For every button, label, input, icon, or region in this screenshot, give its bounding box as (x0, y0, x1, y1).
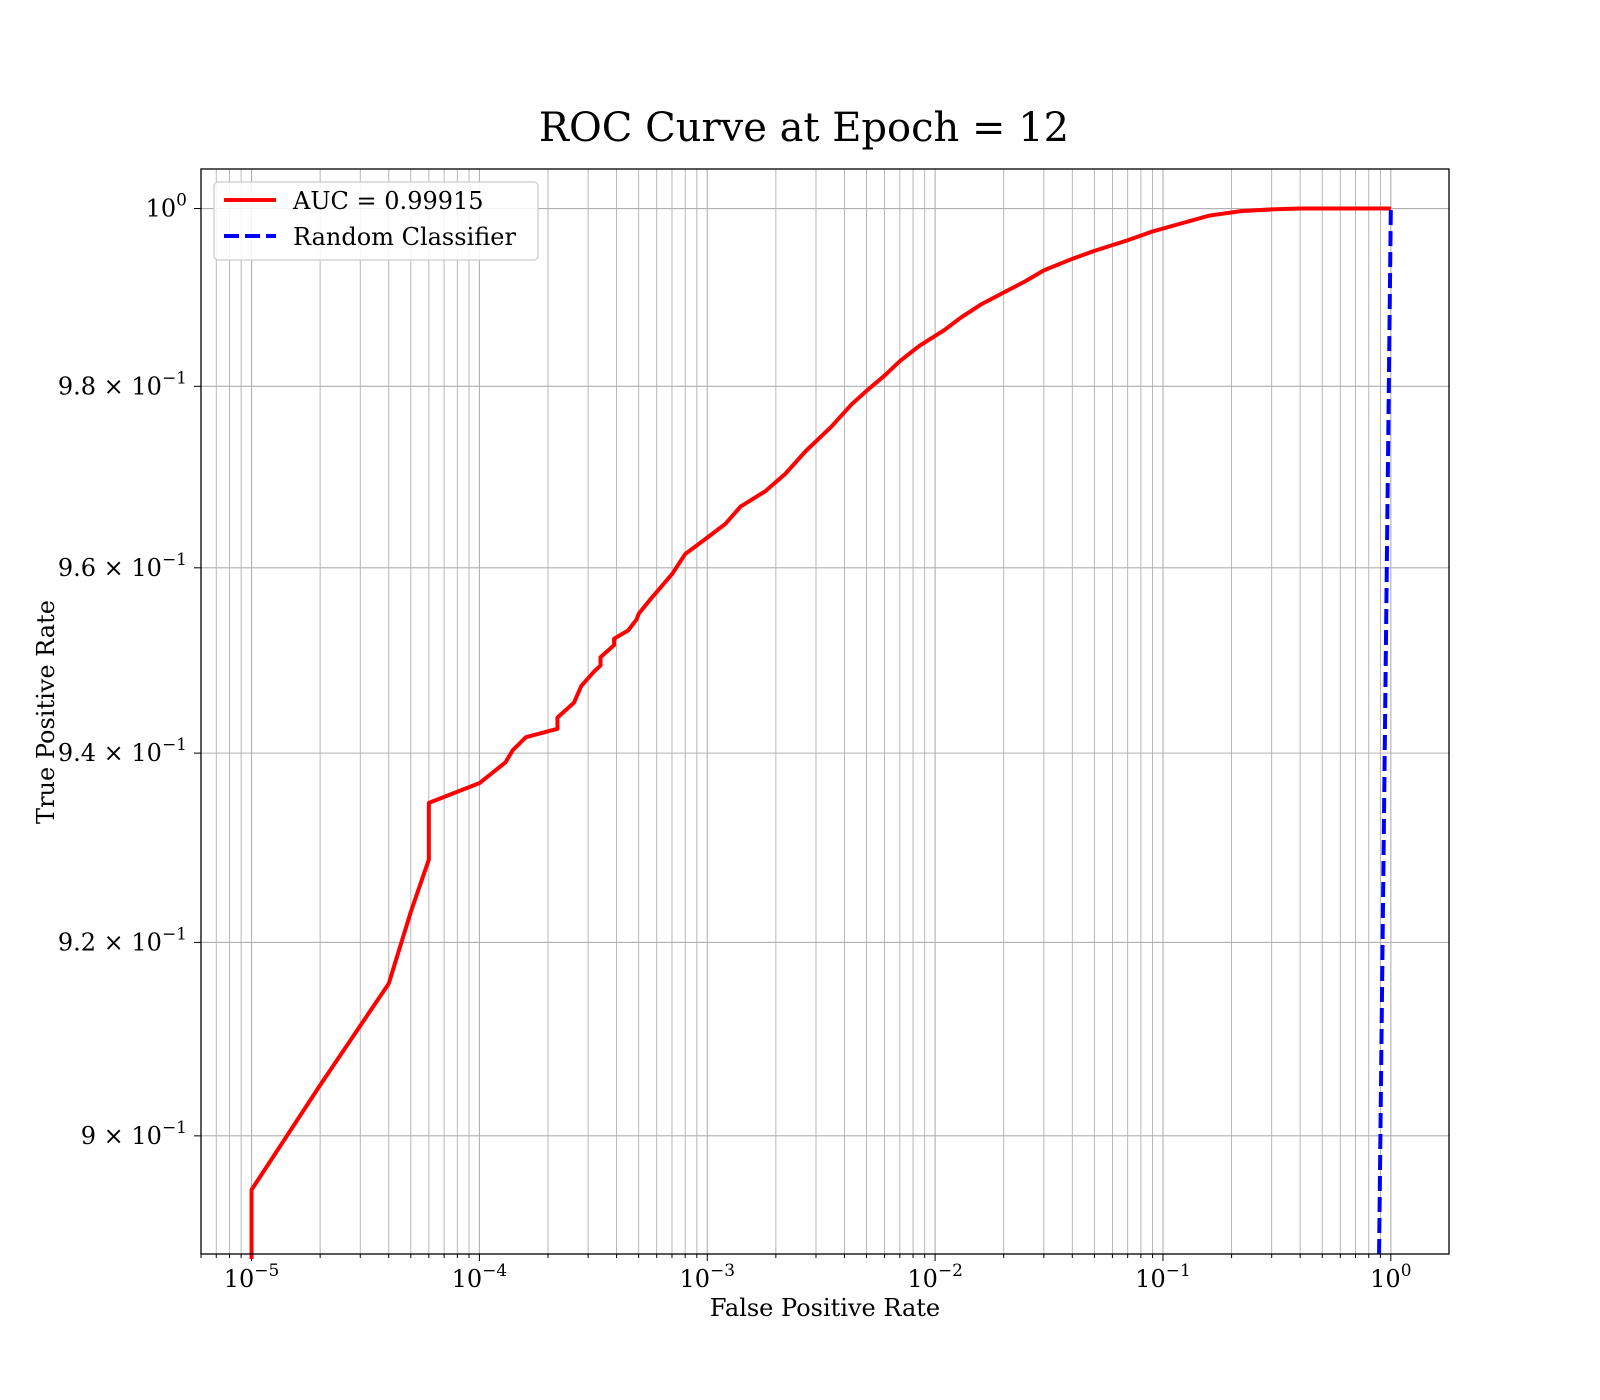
x-tick-label: 10−2 (907, 1261, 963, 1293)
chart-title: ROC Curve at Epoch = 12 (539, 105, 1069, 151)
x-tick-label: 10−1 (1135, 1261, 1191, 1293)
y-tick-label: 9.4 × 10−1 (58, 735, 187, 767)
y-tick-label: 100 (146, 191, 187, 223)
x-axis-label: False Positive Rate (710, 1294, 940, 1322)
series-lines (249, 206, 1393, 1259)
y-tick-label: 9.8 × 10−1 (58, 368, 187, 400)
legend-label-auc: AUC = 0.99915 (292, 187, 484, 215)
x-tick-label: 100 (1370, 1261, 1411, 1293)
y-tick-label: 9 × 10−1 (81, 1118, 187, 1150)
legend-box (213, 181, 539, 261)
y-tick-label: 9.2 × 10−1 (58, 924, 187, 956)
grid-lines (200, 169, 1449, 1254)
tick-labels: 9 × 10−1 9.2 × 10−1 9.4 × 10−1 9.6 × 10−1 9.… (58, 191, 1412, 1293)
roc-curve-line (249, 206, 1391, 1259)
x-tick-label: 10−4 (452, 1261, 508, 1293)
random-classifier-line (1377, 208, 1393, 1255)
legend: AUC = 0.99915 Random Classifier (213, 181, 539, 261)
y-tick-label: 9.6 × 10−1 (58, 550, 187, 582)
plot-area-frame (200, 168, 1450, 1255)
legend-label-random-classifier: Random Classifier (293, 223, 516, 251)
x-tick-label: 10−3 (679, 1261, 735, 1293)
x-tick-label: 10−5 (224, 1261, 280, 1293)
axis-ticks (194, 208, 1392, 1261)
y-axis-label: True Positive Rate (32, 600, 60, 824)
